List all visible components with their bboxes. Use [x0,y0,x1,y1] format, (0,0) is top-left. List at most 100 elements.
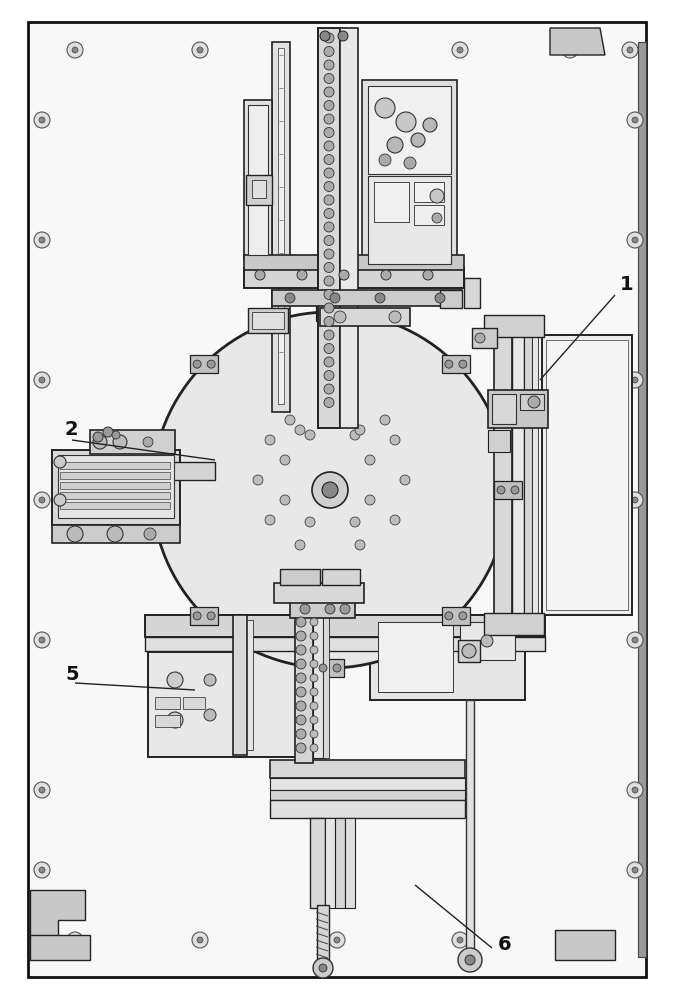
Bar [313,613,323,758]
Bar [340,28,358,428]
Bar [155,697,180,709]
Bar [318,28,340,428]
Circle shape [562,932,578,948]
Circle shape [632,787,638,793]
Bar [248,308,288,333]
Bar [317,905,329,970]
Bar [155,462,215,480]
Bar [414,205,444,225]
Text: 5: 5 [65,665,79,684]
Circle shape [324,222,334,232]
Circle shape [459,360,467,368]
Circle shape [432,213,442,223]
Circle shape [324,290,334,300]
Bar [524,335,532,615]
Bar [370,615,525,700]
Circle shape [390,515,400,525]
Circle shape [627,232,643,248]
Circle shape [296,617,306,627]
Circle shape [39,867,45,873]
Circle shape [435,293,445,303]
Circle shape [39,377,45,383]
Circle shape [310,730,318,738]
Circle shape [375,293,385,303]
Circle shape [324,46,334,56]
Bar [472,328,497,348]
Circle shape [107,526,123,542]
Circle shape [423,270,433,280]
Circle shape [296,673,306,683]
Circle shape [411,133,425,147]
Circle shape [39,237,45,243]
Bar [494,481,522,499]
Bar [310,818,325,908]
Circle shape [627,632,643,648]
Bar [60,492,170,499]
Circle shape [627,112,643,128]
Circle shape [380,415,390,425]
Circle shape [67,932,83,948]
Bar [484,613,544,635]
Circle shape [313,958,333,978]
Bar [183,697,205,709]
Circle shape [562,42,578,58]
Circle shape [305,517,315,527]
Bar [246,175,272,205]
Circle shape [310,702,318,710]
Circle shape [324,303,334,313]
Bar [270,778,465,790]
Bar [494,335,512,615]
Circle shape [627,372,643,388]
Circle shape [280,455,290,465]
Bar [335,818,345,908]
Bar [60,462,170,469]
Circle shape [280,495,290,505]
Circle shape [324,141,334,151]
Circle shape [144,528,156,540]
Text: 2: 2 [65,420,79,439]
Circle shape [324,74,334,84]
Circle shape [39,787,45,793]
Circle shape [333,664,341,672]
Bar [270,760,465,778]
Bar [466,700,474,955]
Circle shape [481,635,493,647]
Circle shape [325,604,335,614]
Circle shape [34,632,50,648]
Circle shape [93,435,107,449]
Circle shape [296,631,306,641]
Circle shape [167,672,183,688]
Circle shape [324,87,334,97]
Bar [345,818,355,908]
Bar [414,182,444,202]
Circle shape [567,47,573,53]
Bar [442,607,470,625]
Polygon shape [555,930,615,960]
Bar [280,569,320,585]
Circle shape [355,425,365,435]
Circle shape [34,232,50,248]
Circle shape [324,127,334,137]
Circle shape [34,372,50,388]
Polygon shape [550,28,605,55]
Bar [252,180,266,198]
Circle shape [320,31,330,41]
Circle shape [475,333,485,343]
Circle shape [310,716,318,724]
Circle shape [34,862,50,878]
Circle shape [459,612,467,620]
Circle shape [329,932,345,948]
Circle shape [296,701,306,711]
Bar [464,278,480,308]
Circle shape [324,168,334,178]
Bar [244,100,272,260]
Bar [60,482,170,489]
Circle shape [305,430,315,440]
Circle shape [197,937,203,943]
Circle shape [400,475,410,485]
Circle shape [295,540,305,550]
Circle shape [324,154,334,164]
Bar [484,315,544,337]
Circle shape [113,435,127,449]
Bar [278,48,284,404]
